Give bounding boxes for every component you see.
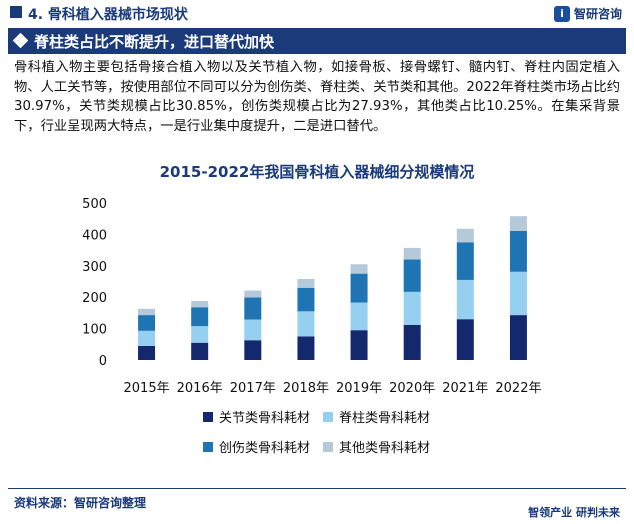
bar-segment <box>350 264 368 274</box>
bar-segment <box>244 340 262 360</box>
legend-label: 关节类骨科耗材 <box>219 411 311 426</box>
bar-segment <box>244 290 262 298</box>
bar-segment <box>456 228 474 243</box>
y-tick-label: 400 <box>82 228 107 243</box>
bar-segment <box>509 271 527 316</box>
top-bar: 4. 骨科植入器械市场现状 i 智研咨询 <box>0 0 634 26</box>
legend-label: 脊柱类骨科耗材 <box>339 411 431 426</box>
page-title: 4. 骨科植入器械市场现状 <box>28 7 188 23</box>
bar-segment <box>403 324 421 360</box>
bar-segment <box>350 273 368 303</box>
bar-segment <box>138 308 156 316</box>
bar-segment <box>297 278 315 288</box>
bar-segment <box>456 319 474 360</box>
legend-item: 创伤类骨科耗材 <box>203 437 310 456</box>
legend-swatch <box>203 411 213 422</box>
x-tick-label: 2015年 <box>124 381 170 396</box>
footer-slogan: 智领产业 研判未来 <box>528 506 620 519</box>
stacked-bar-chart: 0 100 200 300 400 500 2015年 2016年 2017年 2018年 2019… <box>82 197 541 396</box>
footer-divider <box>8 488 626 489</box>
y-tick-label: 0 <box>99 354 107 369</box>
y-tick-label: 100 <box>82 323 107 338</box>
chart-title: 2015-2022年我国骨科植入器械细分规模情况 <box>159 163 475 181</box>
bar-segment <box>509 216 527 231</box>
section-title: 脊柱类占比不断提升，进口替代加快 <box>34 33 275 51</box>
legend-item: 脊柱类骨科耗材 <box>323 407 430 426</box>
x-tick-label: 2019年 <box>336 381 382 396</box>
bar-segment <box>403 247 421 260</box>
brand-logo-text: 智研咨询 <box>573 7 622 21</box>
legend-swatch <box>323 441 333 452</box>
bar-segment <box>191 342 209 360</box>
x-tick-label: 2022年 <box>495 381 541 396</box>
bar-segment <box>244 319 262 341</box>
bar-segment <box>138 315 156 331</box>
bar-segment <box>138 345 156 360</box>
x-tick-label: 2020年 <box>389 381 435 396</box>
bar-segment <box>191 300 209 308</box>
bar-segment <box>509 230 527 272</box>
bar-segment <box>403 291 421 325</box>
legend-label: 创伤类骨科耗材 <box>219 441 311 456</box>
x-tick-label: 2017年 <box>230 381 276 396</box>
x-tick-label: 2016年 <box>177 381 223 396</box>
bar-segment <box>456 279 474 320</box>
y-tick-label: 300 <box>82 260 107 275</box>
diamond-icon <box>12 32 29 49</box>
bar-segment <box>191 307 209 327</box>
legend-item: 其他类骨科耗材 <box>323 437 430 456</box>
section-banner: 脊柱类占比不断提升，进口替代加快 <box>8 28 626 54</box>
bar-segment <box>244 297 262 320</box>
bar-segment <box>350 302 368 331</box>
legend-label: 其他类骨科耗材 <box>339 441 431 456</box>
bar-segment <box>191 326 209 343</box>
bar-segment <box>297 287 315 312</box>
y-tick-label: 500 <box>82 197 107 212</box>
source-note: 资料来源：智研咨询整理 <box>14 496 147 510</box>
title-square-icon <box>10 6 22 18</box>
bar-segment <box>297 336 315 360</box>
legend-swatch <box>323 411 333 422</box>
bar-segment <box>350 330 368 360</box>
bar-segment <box>403 259 421 292</box>
legend-item: 关节类骨科耗材 <box>203 407 310 426</box>
bar-segment <box>138 330 156 346</box>
y-tick-label: 200 <box>82 291 107 306</box>
brand-logo: i 智研咨询 <box>553 5 622 22</box>
bar-segment <box>509 315 527 360</box>
body-paragraph: 骨科植入物主要包括骨接合植入物以及关节植入物，如接骨板、接骨螺钉、髓内钉、脊柱内… <box>14 60 620 134</box>
legend-swatch <box>203 441 213 452</box>
x-tick-label: 2021年 <box>442 381 488 396</box>
x-tick-label: 2018年 <box>283 381 329 396</box>
bar-segment <box>456 242 474 280</box>
bar-segment <box>297 311 315 337</box>
brand-logo-icon: i <box>553 5 570 22</box>
